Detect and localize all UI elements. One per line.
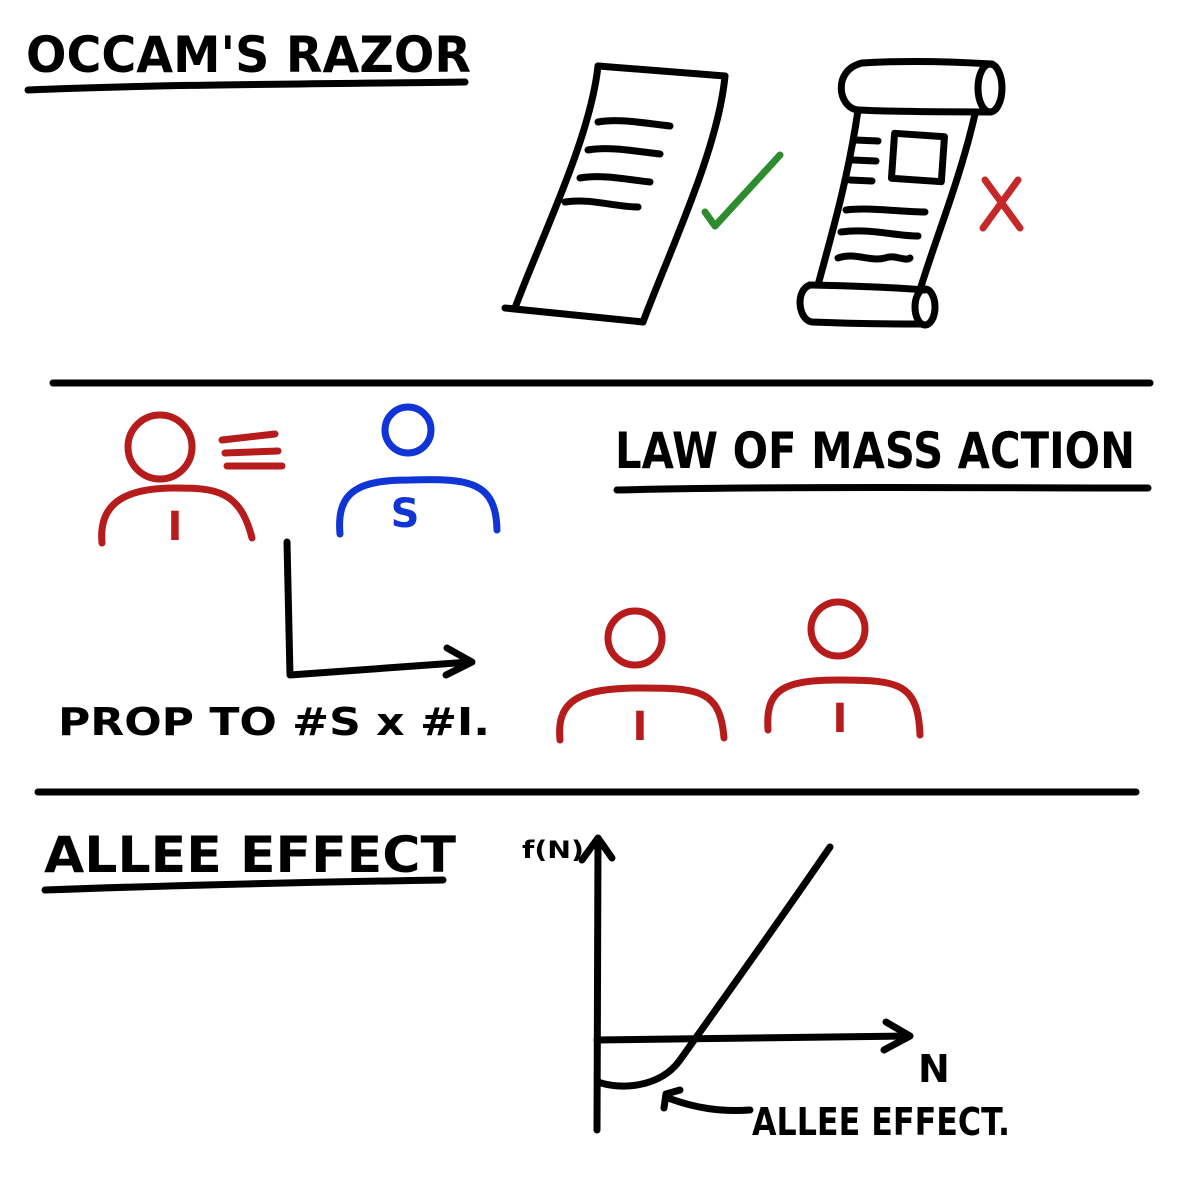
occam-title: OCCAM'S RAZOR <box>26 26 471 84</box>
allee-curve <box>594 843 834 1090</box>
x-axis-label: N <box>918 1047 950 1091</box>
allee-annotation: ALLEE EFFECT. <box>752 1100 1010 1144</box>
check-mark-icon <box>701 151 784 230</box>
infected-letter: I <box>633 704 648 750</box>
infected-letter: I <box>168 504 183 550</box>
simple-paper-icon <box>501 62 729 326</box>
occam-title-underline <box>24 78 469 94</box>
cross-mark-icon <box>979 176 1024 232</box>
infected-letter: I <box>833 696 848 742</box>
allee-annotation-arrow <box>660 1086 754 1114</box>
mass-action-title: LAW OF MASS ACTION <box>615 422 1135 480</box>
infected-person-figure: I <box>98 411 286 550</box>
allee-title: ALLEE EFFECT <box>44 826 456 884</box>
mass-action-title-underline <box>613 484 1152 494</box>
complex-scroll-icon <box>796 57 1006 329</box>
transition-arrow <box>283 538 476 679</box>
infected-person-figure-result-1: I <box>556 607 728 750</box>
infected-person-figure-result-2: I <box>764 598 924 742</box>
y-axis-label: f(N) <box>522 836 584 864</box>
susceptible-person-figure: S <box>336 403 501 538</box>
allee-title-underline <box>41 876 447 894</box>
motion-lines-icon <box>218 430 286 470</box>
susceptible-letter: S <box>391 491 420 537</box>
mass-action-caption: PROP TO #S x #I. <box>58 700 490 744</box>
